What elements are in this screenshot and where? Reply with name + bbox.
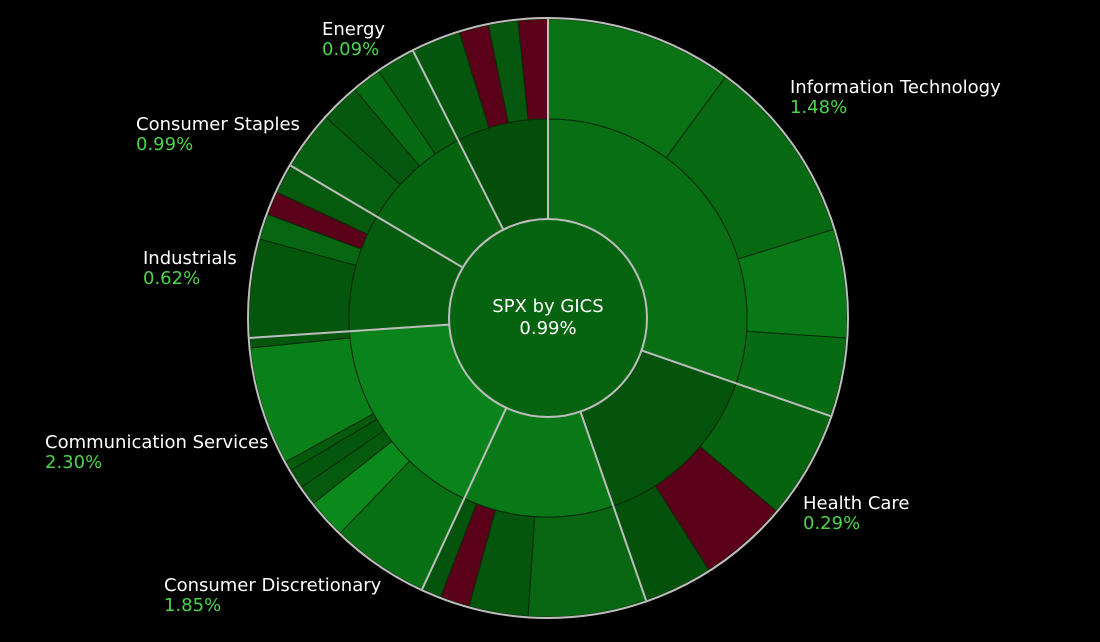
sector-name: Communication Services [45,432,269,453]
sector-separator [412,50,505,231]
sector-name: Health Care [803,493,910,514]
sector-change: 0.29% [803,513,861,534]
sector-change: 0.99% [136,134,194,155]
sector-label-health-care: Health Care 0.29% [803,494,910,534]
center-title: SPX by GICS [492,296,603,317]
outer-border [247,17,849,619]
sector-name: Consumer Staples [136,114,300,135]
sector-name: Industrials [143,248,237,269]
sector-name: Information Technology [790,77,1001,98]
sector-change: 0.09% [322,39,380,60]
sector-change: 1.48% [790,97,848,118]
sector-label-communication-services: Communication Services 2.30% [45,433,269,473]
stock-ring [248,18,848,618]
sector-change: 2.30% [45,452,103,473]
sector-label-information-technology: Information Technology 1.48% [790,78,1001,118]
sector-separator [249,323,450,339]
sector-separator [579,411,648,601]
sector-name: Consumer Discretionary [164,575,382,596]
sector-label-energy: Energy 0.09% [322,20,385,60]
sector-ring [348,118,748,518]
sector-separator [290,164,464,269]
sector-name: Energy [322,19,386,40]
sector-label-consumer-staples: Consumer Staples 0.99% [136,115,300,155]
center-disc[interactable] [448,218,648,418]
sector-change: 1.85% [164,595,222,616]
sector-change: 0.62% [143,268,201,289]
sector-label-industrials: Industrials 0.62% [143,249,237,289]
sector-separator [421,407,508,590]
center-value: 0.99% [519,318,576,339]
sector-separator [641,349,831,418]
sector-label-consumer-discretionary: Consumer Discretionary 1.85% [164,576,381,616]
